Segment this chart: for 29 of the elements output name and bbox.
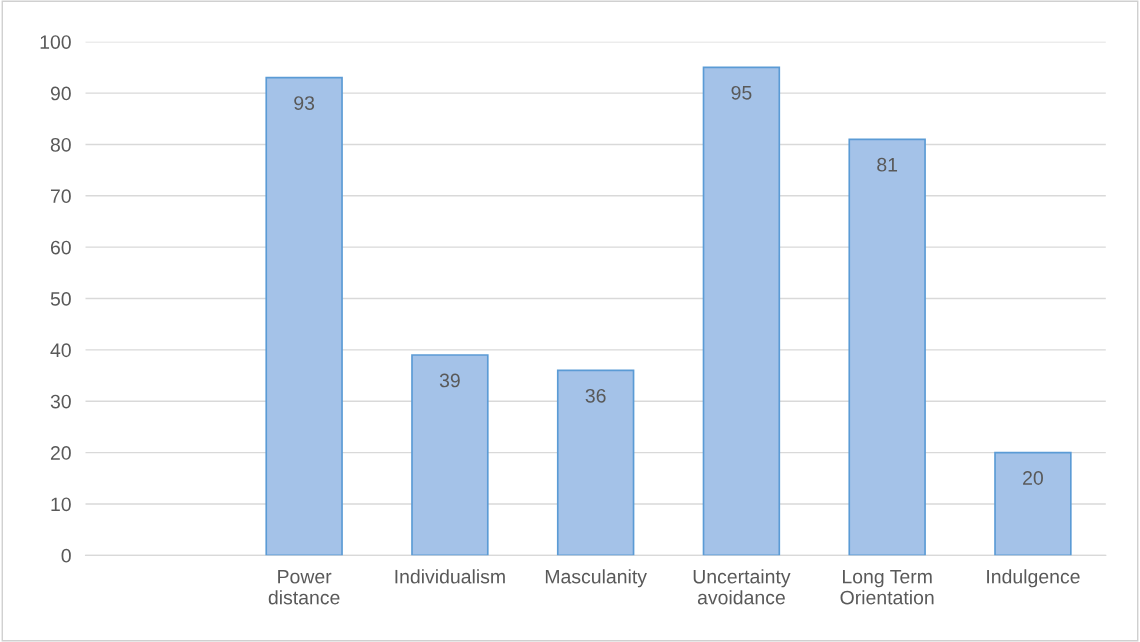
data-label: 20 — [1023, 471, 1043, 485]
x-tick-label: Uncertainty avoidance — [693, 569, 791, 605]
y-tick-label: 30 — [50, 394, 71, 409]
y-tick-label: 40 — [50, 343, 71, 358]
x-tick-label: Individualism — [395, 569, 505, 584]
y-tick-label: 80 — [50, 137, 71, 152]
y-tick-label: 60 — [50, 240, 71, 255]
x-tick-label: Indulgence — [987, 569, 1080, 588]
y-tick-label: 100 — [40, 35, 71, 49]
y-tick-label: 0 — [61, 548, 71, 563]
bar — [848, 138, 926, 556]
y-tick-label: 90 — [50, 86, 71, 101]
bar — [556, 369, 635, 556]
x-tick-label: Masculanity — [545, 569, 647, 588]
x-tick-label: Power distance — [268, 569, 340, 605]
bar — [411, 354, 489, 556]
y-tick-label: 50 — [50, 292, 71, 306]
bar — [265, 76, 343, 556]
bar — [994, 451, 1072, 556]
bar — [702, 66, 781, 556]
data-label: 81 — [877, 157, 898, 172]
y-tick-label: 20 — [50, 446, 71, 460]
y-tick-label: 70 — [50, 189, 71, 204]
data-label: 36 — [585, 388, 606, 403]
data-label: 95 — [731, 85, 752, 100]
x-tick-label: Long Term Orientation — [840, 569, 934, 605]
data-label: 39 — [439, 373, 460, 388]
y-tick-label: 10 — [51, 497, 71, 512]
data-label: 93 — [294, 96, 315, 110]
